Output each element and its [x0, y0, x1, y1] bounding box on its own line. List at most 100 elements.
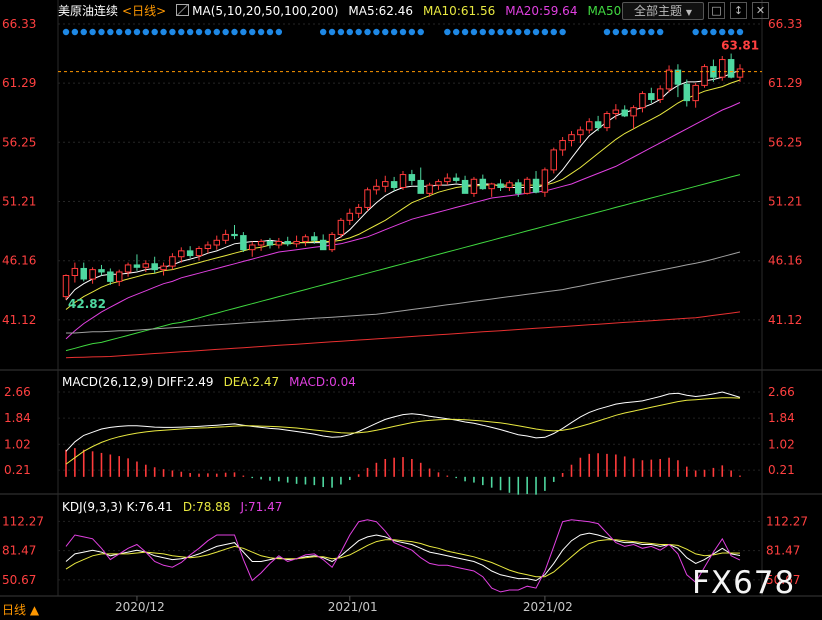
- candle-body: [665, 69, 673, 90]
- candle-body: [284, 240, 291, 245]
- signal-dot: [204, 28, 212, 36]
- candle-body: [248, 244, 256, 251]
- price-tick-left: 46.16: [2, 254, 36, 268]
- candle-body: [266, 240, 274, 246]
- price-tick-left: 66.33: [2, 17, 36, 31]
- candle-body: [577, 129, 584, 136]
- kdj-panel[interactable]: [65, 519, 741, 593]
- kdj-tick-left: 112.27: [2, 514, 44, 528]
- theme-dropdown[interactable]: 全部主题 ▼: [622, 2, 704, 20]
- ma10-value: MA10:61.56: [422, 4, 496, 18]
- signal-dot: [621, 28, 628, 36]
- ma-line-ma10: [65, 79, 741, 310]
- signal-dot: [701, 28, 708, 36]
- axis-layer: 66.33 66.33 61.29 61.29 56.25 56.25 51.21 51.21…: [2, 17, 808, 614]
- date-tick-label: 2020/12: [115, 600, 165, 614]
- signal-dot: [178, 28, 185, 36]
- ma5-value: MA5:62.46: [348, 4, 413, 18]
- ma50-value: MA50: [587, 4, 622, 18]
- candle-body: [461, 179, 469, 194]
- kdj-tick-left: 50.67: [2, 573, 36, 587]
- price-tick-left: 61.29: [2, 76, 36, 90]
- candle-body: [683, 83, 691, 102]
- signal-dot: [656, 28, 664, 36]
- candle-body: [497, 183, 504, 188]
- kdj-j: J:71.47: [240, 500, 283, 514]
- signal-dot: [107, 28, 114, 36]
- price-tick-left: 51.21: [2, 194, 36, 208]
- macd-panel[interactable]: [65, 391, 741, 495]
- ma-group-label[interactable]: MA(5,10,20,50,100,200): [176, 2, 338, 20]
- candle-body: [550, 149, 558, 171]
- period-label[interactable]: <日线>: [122, 4, 167, 18]
- signal-dot: [266, 28, 274, 36]
- instrument-title[interactable]: 美原油连续: [58, 4, 119, 18]
- candle-body: [115, 271, 123, 282]
- period-switch-button[interactable]: 日线 ▲: [2, 603, 40, 617]
- signal-dot: [337, 28, 345, 36]
- signal-dot: [240, 28, 247, 36]
- candle-body: [719, 59, 726, 78]
- candle-body: [639, 93, 646, 109]
- kdj-tick-left: 81.47: [2, 544, 36, 558]
- candle-body: [541, 169, 549, 193]
- macd-tick-left: 1.02: [4, 437, 31, 451]
- theme-label: 全部主题: [634, 4, 683, 18]
- restore-button[interactable]: ↕: [730, 2, 747, 19]
- candle-body: [302, 236, 309, 242]
- price-tick-right: 56.25: [768, 135, 802, 149]
- minimize-button[interactable]: □: [708, 2, 725, 19]
- candle-body: [568, 134, 575, 142]
- macd-title[interactable]: MACD(26,12,9): [62, 375, 154, 389]
- macd-line-diff: [65, 391, 741, 452]
- kdj-title[interactable]: KDJ(9,3,3): [62, 500, 123, 514]
- signal-dot: [470, 28, 478, 36]
- candle-body: [452, 177, 460, 181]
- price-tick-right: 51.21: [768, 194, 802, 208]
- candle-body: [727, 59, 735, 78]
- signal-dot: [692, 28, 699, 36]
- candle-body: [107, 271, 114, 282]
- macd-tick-right: 1.84: [768, 411, 795, 425]
- signal-dot: [222, 28, 229, 36]
- signal-dot: [80, 28, 87, 36]
- macd-tick-left: 0.21: [4, 463, 31, 477]
- ma-line-ma50: [65, 174, 741, 352]
- candle-body: [98, 269, 105, 273]
- signal-dot: [373, 28, 380, 36]
- signal-dot: [603, 28, 611, 36]
- signal-dot: [515, 28, 522, 36]
- candle-body: [692, 84, 699, 102]
- signal-dot: [390, 28, 398, 36]
- signal-dot: [417, 28, 424, 36]
- price-panel[interactable]: 63.81 42.82: [58, 28, 762, 359]
- candle-body: [364, 189, 371, 208]
- candle-body: [408, 174, 416, 181]
- signal-dot: [399, 28, 407, 36]
- signal-dot: [648, 28, 655, 36]
- close-button[interactable]: ✕: [752, 2, 769, 19]
- candle-body: [648, 93, 655, 100]
- kdj-line-j: [65, 519, 741, 593]
- candle-body: [488, 183, 495, 190]
- candle-body: [585, 121, 593, 131]
- macd-tick-left: 2.66: [4, 385, 31, 399]
- kdj-tick-right: 50.67: [766, 573, 800, 587]
- candle-body: [151, 263, 158, 271]
- candle-body: [736, 68, 744, 78]
- signal-dot: [523, 28, 531, 36]
- candle-body: [169, 256, 176, 267]
- date-tick-label: 2021/01: [328, 600, 378, 614]
- candle-body: [426, 184, 433, 194]
- signal-dot: [98, 28, 105, 36]
- signal-dot: [719, 28, 726, 36]
- signal-dot: [612, 28, 620, 36]
- candle-body: [231, 233, 238, 237]
- signal-dot: [453, 28, 460, 36]
- signal-dot: [488, 28, 495, 36]
- ma-group-text: MA(5,10,20,50,100,200): [192, 4, 339, 18]
- signal-dot: [319, 28, 327, 36]
- signal-dot: [382, 28, 389, 36]
- signal-dot: [328, 28, 336, 36]
